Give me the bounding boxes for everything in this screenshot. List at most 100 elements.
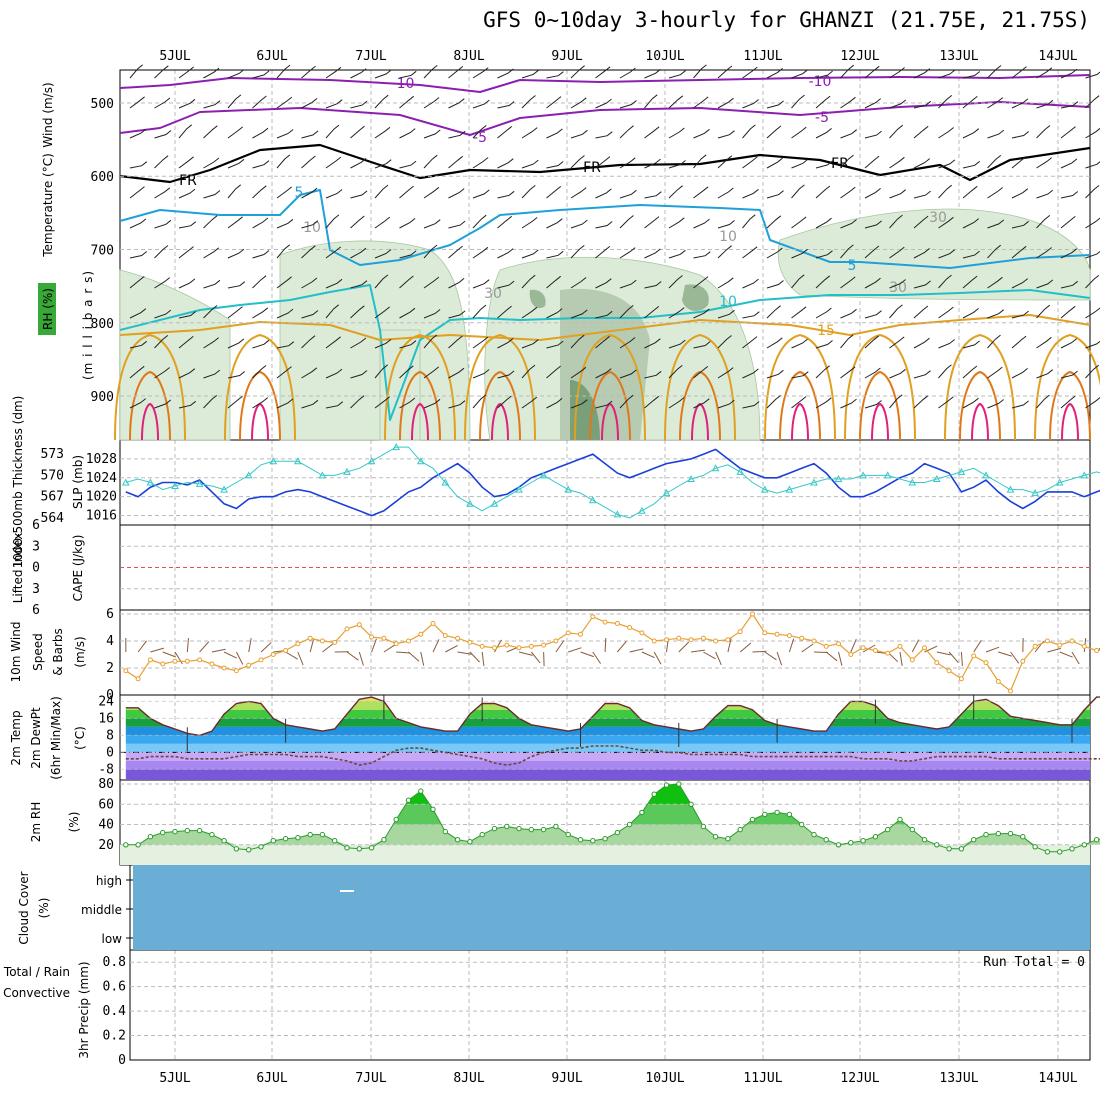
wind-barb: [1085, 250, 1100, 259]
wind-barb: [154, 399, 172, 409]
thickness-tick-label: 573: [41, 447, 64, 462]
wind-barb: [840, 334, 854, 349]
wind-barb: [913, 158, 931, 169]
wind-barb: [276, 129, 294, 139]
wind-tick-label: 2: [106, 661, 114, 676]
wind-barb: [399, 365, 414, 379]
wind-barb: [374, 306, 391, 319]
wind-speed-point: [786, 633, 792, 639]
wind-barb: [766, 215, 782, 229]
wind-barb: [962, 308, 979, 319]
isotherm-15: [464, 333, 536, 441]
isotherm-15: [764, 333, 836, 441]
wind-speed-point: [467, 639, 473, 645]
wind-barb: [374, 126, 391, 139]
isotherm-25: [491, 402, 509, 441]
wind-barb: [987, 187, 1003, 199]
wind-speed-point: [836, 641, 841, 647]
wind-barb: [227, 126, 244, 139]
wind-speed-point: [1008, 688, 1013, 694]
wind-barb: [570, 155, 585, 169]
wind-barb-10m: [801, 643, 814, 653]
wind-barb: [766, 337, 783, 349]
rh-point: [221, 838, 227, 844]
wind-barb: [276, 244, 291, 259]
cape-axis-label: CAPE (J/kg): [71, 535, 85, 602]
wind-barb: [717, 187, 734, 199]
thickness-point: [490, 499, 499, 507]
wind-barb: [129, 128, 147, 139]
wind-barb: [570, 334, 585, 349]
wind-barb: [154, 245, 169, 259]
wind-barb: [301, 220, 319, 229]
wind-speed-point: [774, 631, 780, 637]
wind-barb: [791, 184, 805, 199]
wind-barb: [472, 189, 490, 199]
rh-point: [688, 801, 694, 807]
wind-barb: [301, 130, 319, 139]
wind-barb: [227, 94, 242, 109]
wind-barb: [962, 250, 980, 259]
wind-barb: [693, 341, 711, 349]
wind-barb: [325, 246, 342, 259]
wind-barb: [1011, 310, 1029, 319]
wind-speed-point: [381, 635, 387, 641]
rh-point: [319, 831, 326, 838]
thickness-point: [244, 471, 253, 479]
wind-speed-point: [356, 622, 362, 628]
wind-barb: [497, 395, 512, 409]
wind-barb: [717, 335, 732, 349]
wind-barb: [619, 369, 637, 379]
rh-point: [393, 816, 399, 823]
wind-barb: [889, 304, 903, 319]
wind-barb: [693, 64, 707, 79]
thickness-point: [195, 479, 204, 487]
thickness-point: [883, 471, 892, 479]
wind-barb: [815, 128, 832, 139]
isotherm-20: [479, 370, 521, 441]
wind-barb: [595, 310, 613, 319]
contour-label: 10: [719, 229, 737, 245]
wind-barb: [791, 306, 807, 319]
wind-barb: [129, 161, 148, 169]
wind-barb: [889, 99, 907, 109]
thickness-tick-label: 570: [41, 468, 64, 483]
wind-barb: [448, 66, 464, 79]
wind-speed-point: [319, 638, 325, 644]
wind-barb: [864, 188, 881, 199]
wind-barb-10m: [616, 640, 627, 653]
wind-barb-10m: [309, 638, 315, 653]
wind-barb: [864, 310, 882, 319]
rh-point: [418, 788, 424, 794]
wind-barb: [717, 367, 734, 379]
wind-barb: [252, 185, 267, 199]
wind-speed-point: [934, 660, 940, 666]
contour-label: 10: [303, 220, 321, 236]
wind-barb: [840, 276, 856, 289]
wind-speed-point: [922, 645, 927, 651]
wind-barb: [938, 95, 953, 109]
wind-barb: [644, 94, 658, 109]
chart-title: GFS 0~10day 3-hourly for GHANZI (21.75E,…: [483, 8, 1090, 32]
cloud-panel: high middle low Cloud Cover (%): [17, 865, 1090, 950]
wind-barb: [350, 68, 367, 79]
wind-barb: [546, 128, 563, 139]
wind-barb: [178, 98, 196, 109]
rh-point: [1044, 849, 1051, 855]
wind-barb: [693, 154, 707, 169]
wind-speed-point: [246, 662, 252, 668]
wind-barb: [889, 189, 907, 199]
wind-speed-point: [651, 638, 657, 644]
wind-barb: [252, 250, 270, 259]
wind-barb-10m: [825, 651, 838, 662]
precip-tick-label: 0.2: [103, 1029, 126, 1044]
rh-point: [909, 826, 915, 833]
wind-barb: [129, 365, 145, 379]
temp-axis-label: 2m Temp: [9, 710, 23, 765]
wind-barb: [987, 65, 1002, 79]
wind-barb: [325, 99, 343, 109]
wind-speed-point: [700, 635, 706, 641]
wind-barb-10m: [715, 651, 722, 666]
top-date-label: 12JUL: [840, 49, 879, 64]
isotherm-minus5: [119, 101, 1091, 136]
